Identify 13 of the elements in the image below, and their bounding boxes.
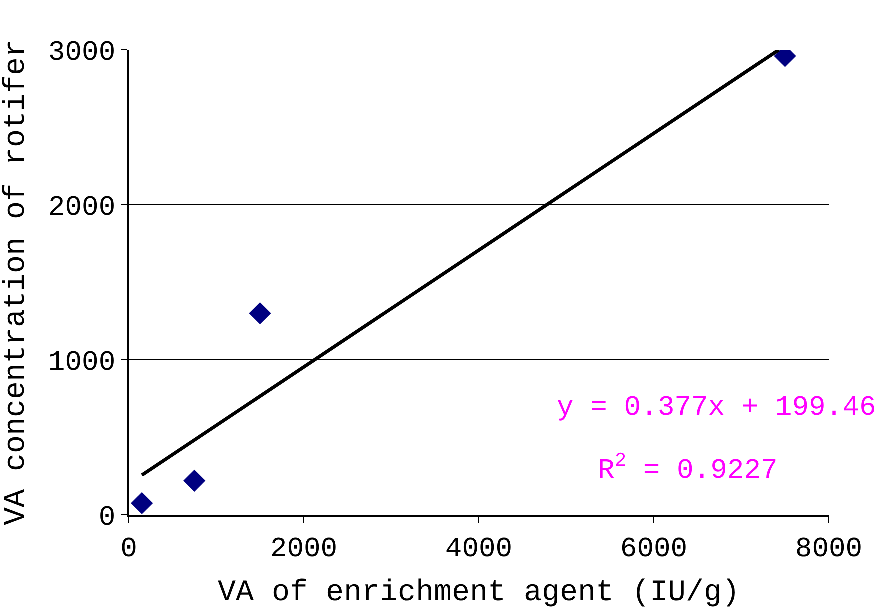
annotation: y = 0.377x + 199.46	[557, 393, 876, 424]
annotation: R$^{2}$ = 0.9227	[598, 450, 778, 487]
y-tick-label: 2000	[48, 192, 116, 224]
x-axis-title: VA of enrichment agent (IU/g)	[218, 576, 740, 610]
x-tick-label: 8000	[795, 534, 863, 566]
x-tick-label: 4000	[445, 534, 513, 566]
x-tick-label: 6000	[620, 534, 688, 566]
y-axis-title: VA concentration of rotifer	[0, 39, 34, 526]
y-tick-label: 1000	[48, 348, 116, 379]
y-tick-label: 3000	[48, 38, 116, 69]
y-tick-label: 0	[98, 502, 116, 534]
x-tick-label: 0	[120, 534, 138, 566]
x-tick-label: 2000	[270, 534, 338, 566]
